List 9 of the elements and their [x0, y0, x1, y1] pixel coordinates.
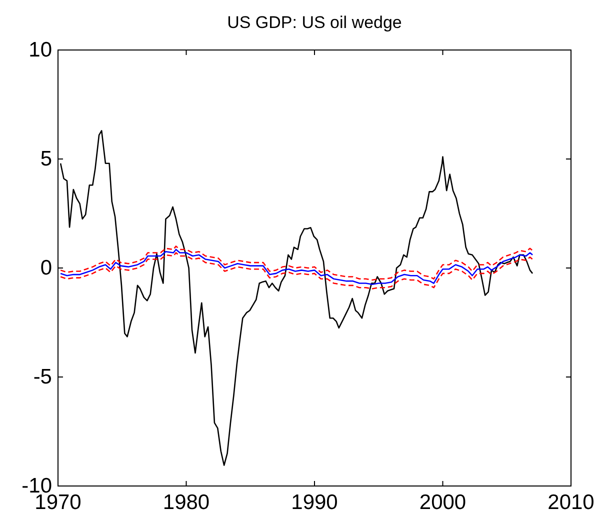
x-tick-label: 2010: [548, 490, 594, 514]
chart-title: US GDP: US oil wedge: [227, 13, 402, 32]
y-tick-label: 10: [28, 38, 52, 62]
y-tick-label: -5: [33, 366, 52, 389]
x-tick-label: 1990: [291, 490, 338, 514]
y-tick-label: 5: [40, 148, 52, 171]
x-tick-label: 2000: [419, 490, 466, 514]
y-tick-label: 0: [40, 256, 52, 280]
x-tick-label: 1980: [162, 490, 210, 514]
